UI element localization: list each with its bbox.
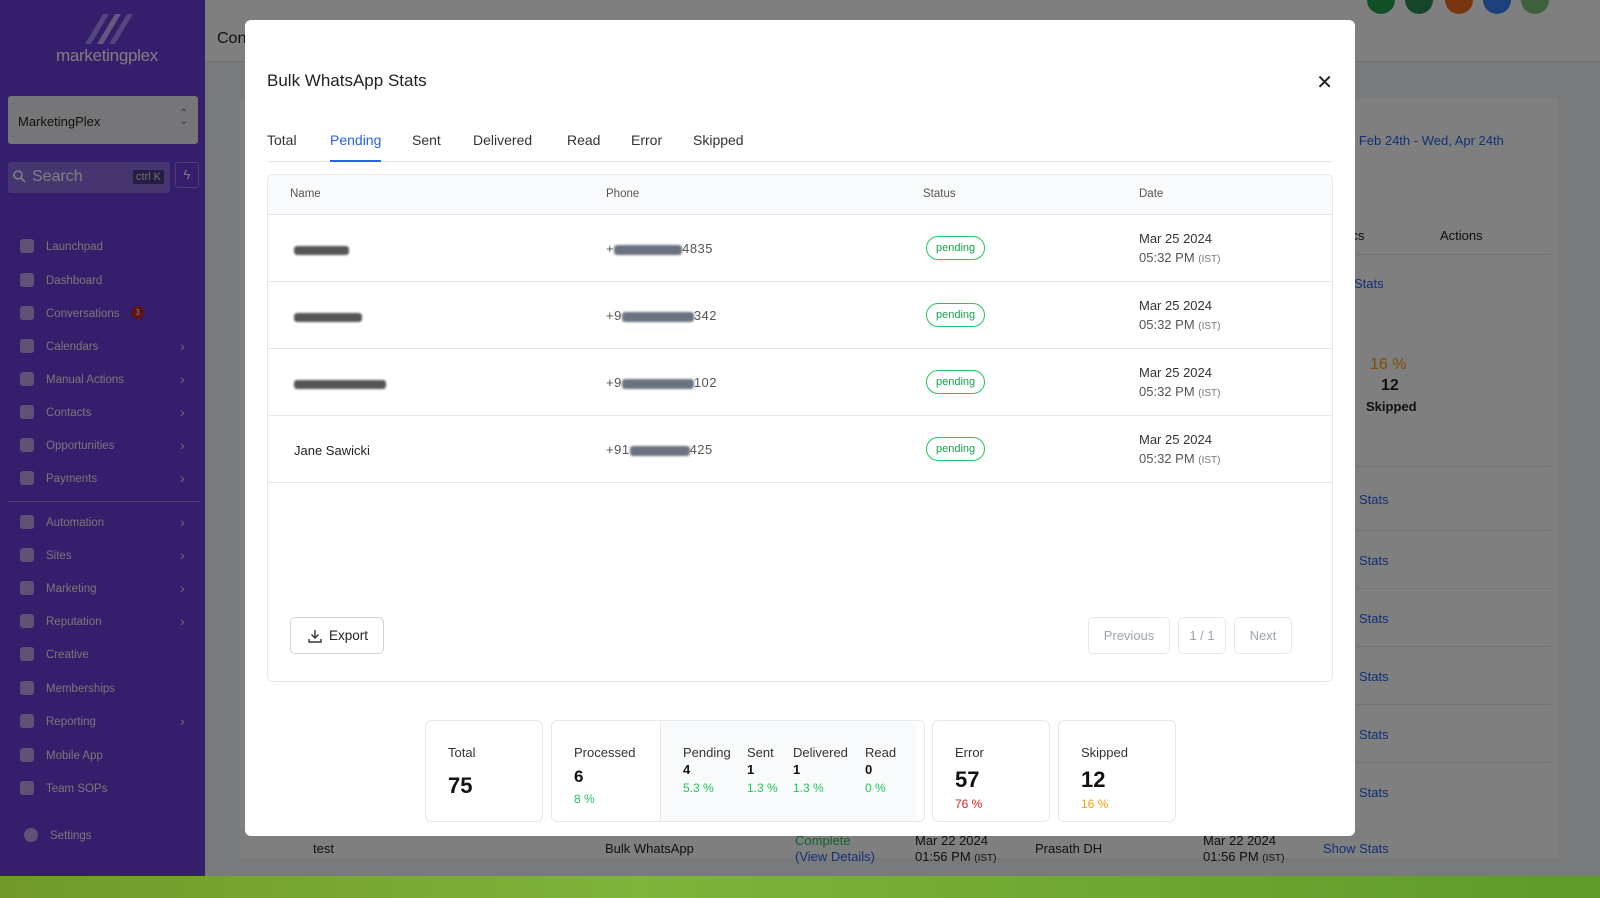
recipient-name xyxy=(294,376,386,391)
export-button[interactable]: Export xyxy=(290,617,384,654)
redacted-phone xyxy=(614,244,683,255)
recipient-name xyxy=(294,309,362,324)
stat-label: Sent xyxy=(747,745,774,760)
tab-read[interactable]: Read xyxy=(567,132,601,148)
modal-title: Bulk WhatsApp Stats xyxy=(267,71,427,90)
sent-date: Mar 25 2024 05:32 PM (IST) xyxy=(1139,432,1221,466)
recipient-phone: +91 425 xyxy=(606,442,713,457)
status-badge: pending xyxy=(926,437,986,461)
recipient-name xyxy=(294,242,349,257)
previous-page-button[interactable]: Previous xyxy=(1088,617,1170,654)
download-icon xyxy=(308,630,322,643)
close-icon[interactable]: ✕ xyxy=(1316,72,1333,94)
stat-percent: 8 % xyxy=(574,792,595,806)
page-indicator: 1 / 1 xyxy=(1178,617,1226,654)
table-row: +4835 pending Mar 25 2024 05:32 PM (IST) xyxy=(268,215,1332,282)
stat-percent: 5.3 % xyxy=(683,781,714,795)
stat-label: Error xyxy=(955,745,984,760)
stat-label: Total xyxy=(448,745,476,760)
tab-skipped[interactable]: Skipped xyxy=(693,132,744,148)
stat-label: Read xyxy=(865,745,897,760)
stat-value: 1 xyxy=(747,762,755,777)
redacted-name xyxy=(294,313,362,323)
column-header-status: Status xyxy=(923,188,956,200)
stat-label: Delivered xyxy=(793,745,848,760)
tab-sent[interactable]: Sent xyxy=(412,132,441,148)
stat-value: 12 xyxy=(1081,767,1106,792)
column-header-name: Name xyxy=(290,188,321,200)
stat-card-error: Error 57 76 % xyxy=(932,720,1050,822)
redacted-phone xyxy=(621,378,694,389)
tab-delivered[interactable]: Delivered xyxy=(473,132,533,148)
stat-card-processed: Processed 6 8 % Pending 4 5.3 % Sent 1 1… xyxy=(551,720,925,822)
column-header-phone: Phone xyxy=(606,188,640,200)
recipients-table: Name Phone Status Date +4835 pending Mar… xyxy=(267,174,1333,682)
export-label: Export xyxy=(329,628,369,643)
recipient-name: Jane Sawicki xyxy=(294,443,370,458)
stat-value: 1 xyxy=(793,762,801,777)
table-header: Name Phone Status Date xyxy=(268,175,1332,215)
sent-date: Mar 25 2024 05:32 PM (IST) xyxy=(1139,365,1221,399)
tab-total[interactable]: Total xyxy=(267,132,297,148)
stat-percent: 0 % xyxy=(865,781,886,795)
stat-percent: 1.3 % xyxy=(793,781,824,795)
stat-percent: 1.3 % xyxy=(747,781,778,795)
redacted-name xyxy=(294,380,386,390)
stat-percent: 16 % xyxy=(1081,797,1109,811)
stat-card-total: Total 75 xyxy=(425,720,543,822)
status-badge: pending xyxy=(926,370,986,394)
recipient-phone: +9 342 xyxy=(606,308,718,323)
stat-card-skipped: Skipped 12 16 % xyxy=(1058,720,1176,822)
stat-value: 57 xyxy=(955,767,980,792)
recipient-phone: +9 102 xyxy=(606,375,718,390)
status-badge: pending xyxy=(926,236,986,260)
stat-value: 4 xyxy=(683,762,691,777)
sent-date: Mar 25 2024 05:32 PM (IST) xyxy=(1139,231,1221,265)
column-header-date: Date xyxy=(1139,188,1164,200)
stat-label: Pending xyxy=(683,745,731,760)
stat-value: 75 xyxy=(448,773,473,798)
bulk-whatsapp-stats-modal: Bulk WhatsApp Stats ✕ Total Pending Sent… xyxy=(245,20,1355,836)
stat-percent: 76 % xyxy=(955,797,983,811)
stat-label: Processed xyxy=(574,745,636,760)
status-badge: pending xyxy=(926,303,986,327)
table-row: +9 102 pending Mar 25 2024 05:32 PM (IST) xyxy=(268,349,1332,416)
redacted-phone xyxy=(621,311,694,322)
stats-tabs: Total Pending Sent Delivered Read Error … xyxy=(267,132,1333,162)
recipient-phone: +4835 xyxy=(606,241,714,256)
redacted-phone xyxy=(629,445,690,456)
redacted-name xyxy=(294,246,349,256)
stat-value: 6 xyxy=(574,767,584,786)
desktop-wallpaper-strip xyxy=(0,876,1600,898)
table-row: Jane Sawicki +91 425 pending Mar 25 2024 … xyxy=(268,416,1332,483)
table-row: +9 342 pending Mar 25 2024 05:32 PM (IST) xyxy=(268,282,1332,349)
tab-error[interactable]: Error xyxy=(631,132,663,148)
stat-value: 0 xyxy=(865,762,873,777)
tab-pending[interactable]: Pending xyxy=(330,132,382,162)
processed-breakdown: Pending 4 5.3 % Sent 1 1.3 % Delivered 1… xyxy=(660,721,916,821)
next-page-button[interactable]: Next xyxy=(1234,617,1292,654)
stat-label: Skipped xyxy=(1081,745,1128,760)
sent-date: Mar 25 2024 05:32 PM (IST) xyxy=(1139,298,1221,332)
